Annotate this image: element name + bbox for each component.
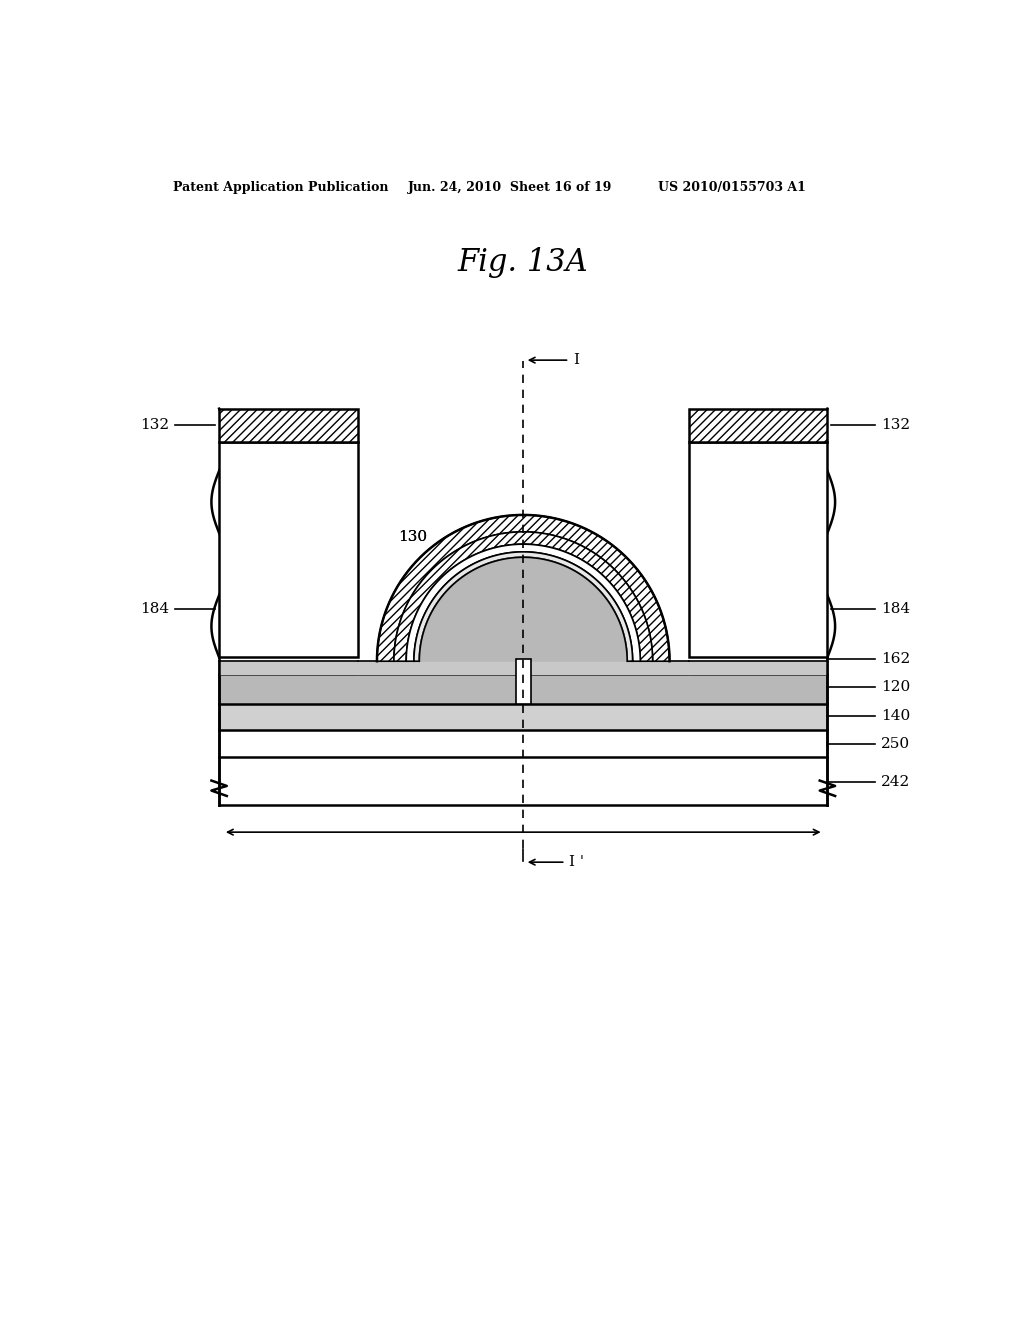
Text: 140: 140 xyxy=(882,709,910,723)
Text: 130: 130 xyxy=(398,531,427,544)
Text: US 2010/0155703 A1: US 2010/0155703 A1 xyxy=(658,181,806,194)
Text: 250: 250 xyxy=(882,737,910,751)
Bar xyxy=(515,659,531,704)
Polygon shape xyxy=(394,532,652,661)
Text: 120: 120 xyxy=(882,680,910,693)
Text: 160: 160 xyxy=(543,543,571,556)
Text: 242: 242 xyxy=(882,775,910,789)
Text: 132: 132 xyxy=(140,418,169,432)
Text: 184: 184 xyxy=(140,602,169,616)
Text: 110: 110 xyxy=(319,605,348,618)
Bar xyxy=(219,442,357,657)
Text: 400: 400 xyxy=(319,623,348,638)
Text: I: I xyxy=(573,354,580,367)
Text: I ': I ' xyxy=(569,855,585,869)
Text: Patent Application Publication: Patent Application Publication xyxy=(173,181,388,194)
Text: 184: 184 xyxy=(882,602,910,616)
Text: Fig. 13A: Fig. 13A xyxy=(458,247,589,277)
Text: Jun. 24, 2010  Sheet 16 of 19: Jun. 24, 2010 Sheet 16 of 19 xyxy=(408,181,612,194)
Bar xyxy=(689,409,827,442)
Text: 130: 130 xyxy=(398,531,440,544)
Polygon shape xyxy=(377,515,670,661)
Polygon shape xyxy=(419,557,628,661)
Polygon shape xyxy=(407,544,640,661)
Text: 162: 162 xyxy=(882,652,910,665)
Polygon shape xyxy=(414,552,633,661)
Bar xyxy=(689,442,827,657)
Text: 132: 132 xyxy=(882,418,910,432)
Polygon shape xyxy=(377,515,670,661)
Bar xyxy=(219,409,357,442)
Text: 210: 210 xyxy=(319,643,348,656)
